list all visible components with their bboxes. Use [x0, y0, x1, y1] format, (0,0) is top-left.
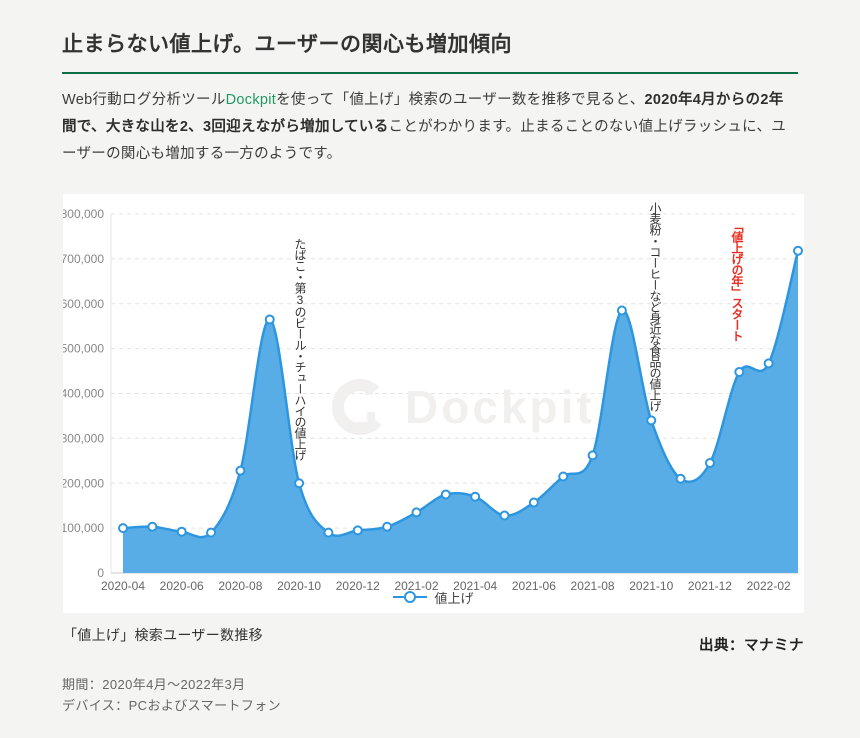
intro-text: を使って「値上げ」検索のユーザー数を推移で見ると、 [276, 92, 645, 108]
svg-text:100,000: 100,000 [63, 521, 104, 535]
area-series [123, 250, 798, 573]
svg-text:600,000: 600,000 [63, 297, 104, 311]
series-line [121, 249, 800, 539]
intro-text: ことがわかります。止まることのない値上げラッシュに、ユーザーの関心も増加する一方… [62, 118, 787, 162]
svg-text:2021-04: 2021-04 [453, 579, 497, 593]
chart-caption: 「値上げ」検索ユーザー数推移 [63, 626, 263, 643]
legend-marker-icon [393, 591, 428, 604]
trend-chart: 0 100,000 200,000 300,000 400,000 500,000 600,… [63, 207, 803, 593]
svg-text:2020-06: 2020-06 [160, 579, 204, 593]
meta-period: 期間：2020年4月～2022年3月 [62, 676, 246, 692]
title-underline [62, 72, 798, 74]
source-credit: 出典：マナミナ [699, 637, 804, 654]
svg-text:2020-10: 2020-10 [277, 579, 321, 593]
svg-text:200,000: 200,000 [63, 476, 104, 490]
chart-panel: 0 100,000 200,000 300,000 400,000 500,000 600,… [63, 193, 804, 613]
intro-text: Web行動ログ分析ツール [62, 92, 226, 108]
data-points [118, 245, 803, 538]
svg-text:0: 0 [97, 566, 104, 580]
svg-text:2021-12: 2021-12 [688, 579, 732, 593]
svg-text:2021-06: 2021-06 [512, 579, 556, 593]
annotation-2021-peak: 小麦粉・コーヒーなど身近な食品の値上げ [648, 201, 662, 411]
svg-text:2020-04: 2020-04 [101, 579, 145, 593]
svg-text:2020-08: 2020-08 [218, 579, 262, 593]
svg-text:800,000: 800,000 [63, 207, 104, 221]
y-axis-labels: 0 100,000 200,000 300,000 400,000 500,000 600,… [63, 207, 104, 580]
intro-paragraph: Web行動ログ分析ツールDockpitを使って「値上げ」検索のユーザー数を推移で… [62, 87, 798, 168]
chart-meta: 期間：2020年4月～2022年3月 デバイス：PCおよびスマートフォン [62, 674, 798, 716]
legend-label: 値上げ [434, 590, 474, 606]
svg-text:2021-08: 2021-08 [571, 579, 615, 593]
x-axis-labels: 2020-04 2020-06 2020-08 2020-10 2020-12 2021-… [101, 579, 791, 593]
svg-text:2021-10: 2021-10 [629, 579, 673, 593]
page-title: 止まらない値上げ。ユーザーの関心も増加傾向 [62, 33, 513, 56]
svg-text:500,000: 500,000 [63, 342, 104, 356]
dockpit-link[interactable]: Dockpit [225, 92, 277, 108]
svg-text:300,000: 300,000 [63, 431, 104, 445]
meta-device: デバイス：PCおよびスマートフォン [62, 697, 282, 713]
svg-text:2022-02: 2022-02 [747, 579, 791, 593]
chart-legend: 値上げ [63, 588, 804, 607]
svg-text:700,000: 700,000 [63, 252, 104, 266]
svg-text:400,000: 400,000 [63, 386, 104, 400]
svg-text:2021-02: 2021-02 [394, 579, 438, 593]
annotation-2022-start: 「値上げの年」スタート [730, 219, 744, 341]
annotation-2020-peak: たばこ・第3のビール・チューハイの値上げ [293, 237, 307, 460]
svg-text:2020-12: 2020-12 [336, 579, 380, 593]
intro-text-bold: 2020年4月からの2年間で、大きな山を2、3回迎えながら増加している [62, 92, 784, 135]
